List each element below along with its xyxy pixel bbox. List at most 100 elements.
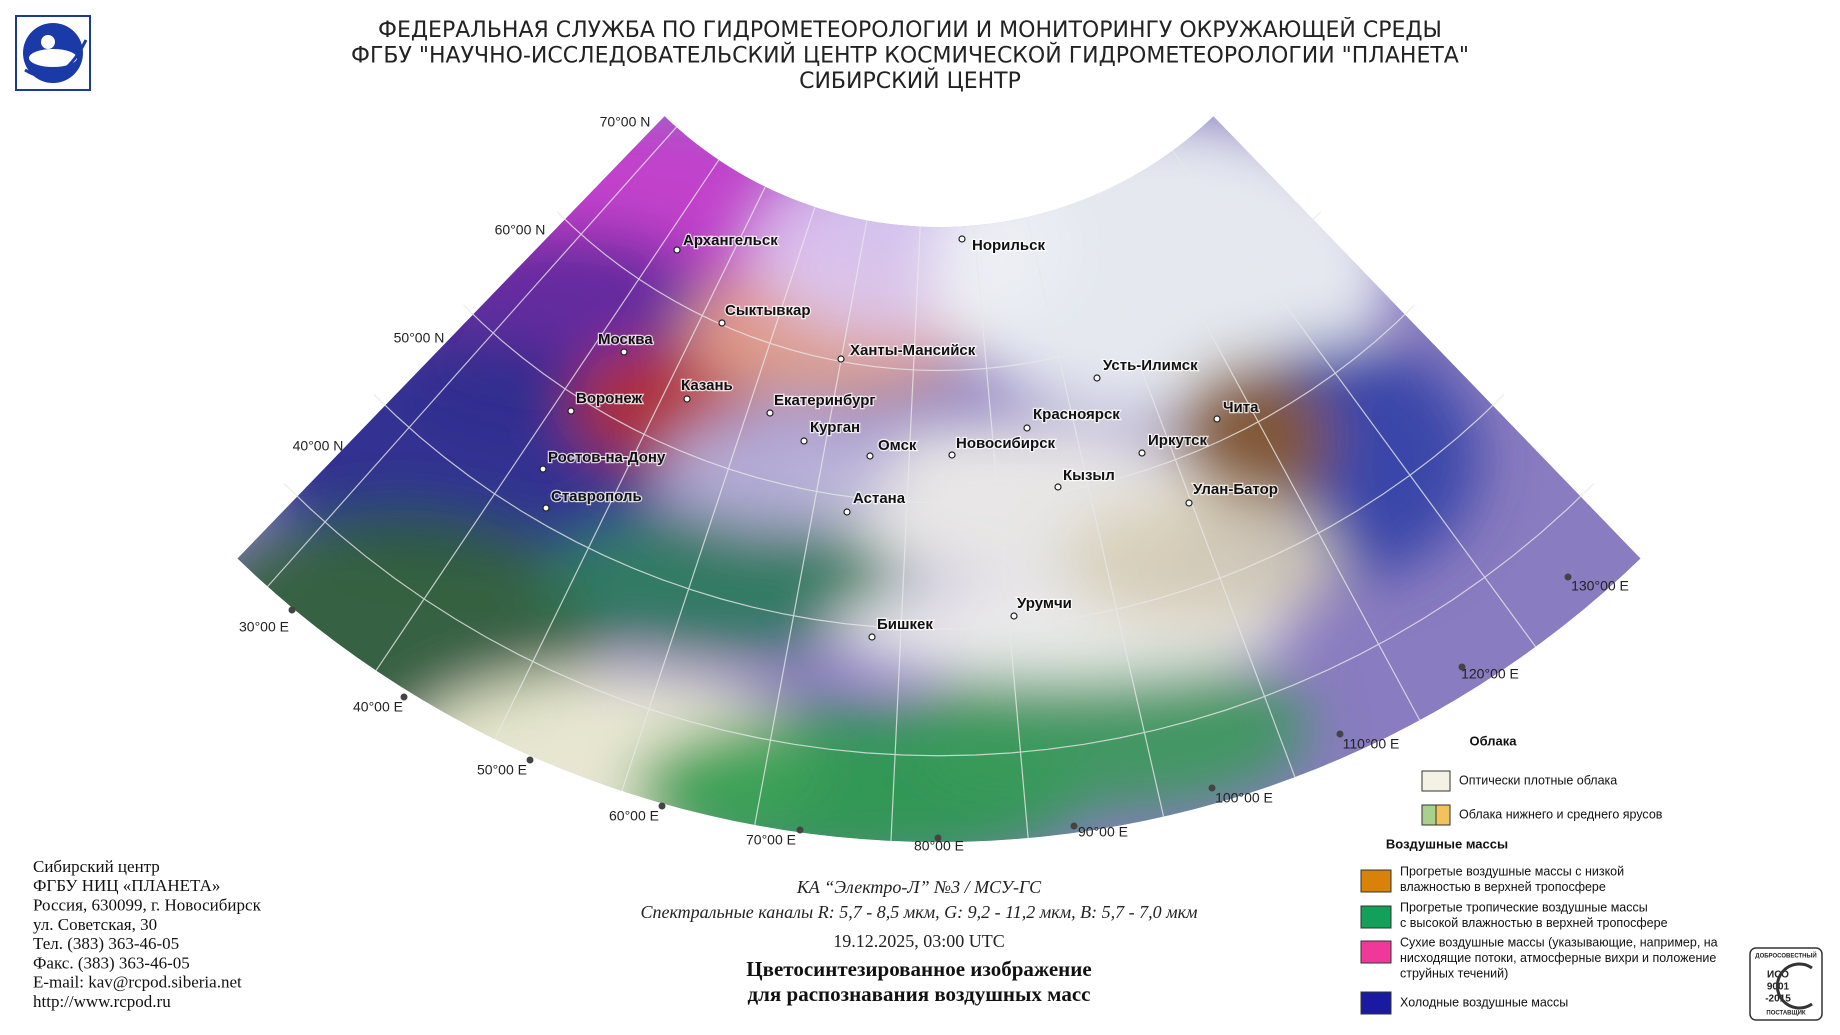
longitude-tick [1458,663,1466,671]
longitude-tick [1336,730,1344,738]
longitude-tick [1208,784,1216,792]
iso-text: ПОСТАВЩИК [1766,1011,1806,1017]
city-label: Москва [598,331,653,348]
header-line: ФГБУ "НАУЧНО-ИССЛЕДОВАТЕЛЬСКИЙ ЦЕНТР КОС… [351,43,1469,69]
longitude-tick [1070,822,1078,830]
iso-text: ИСО [1767,970,1789,981]
city-label: Сыктывкар [725,302,811,319]
longitude-label: 120°00 E [1461,666,1519,682]
longitude-label: 50°00 E [477,762,527,778]
city-marker [1054,483,1062,491]
longitude-label: 60°00 E [609,808,659,824]
city-marker [843,508,851,516]
longitude-label: 30°00 E [239,619,289,635]
legend-label: с высокой влажностью в верхней тропосфер… [1400,916,1668,930]
city-label: Омск [878,437,917,454]
longitude-tick [658,802,666,810]
legend-label: струйных течений) [1400,966,1508,980]
legend-swatch [1435,804,1451,826]
city-label: Чита [1223,399,1259,416]
longitude-tick [796,826,804,834]
caption-title: для распознавания воздушных масс [748,982,1091,1006]
longitude-label: 100°00 E [1215,790,1273,806]
city-marker [958,235,966,243]
city-marker [866,452,874,460]
iso-arc [1775,962,1813,1010]
caption-satellite: КА “Электро-Л” №3 / МСУ-ГС [796,877,1042,897]
city-marker [1010,612,1018,620]
city-label: Екатеринбург [774,392,876,409]
city-label: Кызыл [1063,467,1115,484]
city-marker [837,355,845,363]
city-label: Красноярск [1033,406,1120,423]
city-marker [567,407,575,415]
caption-channels: Спектральные каналы R: 5,7 - 8,5 мкм, G:… [640,902,1198,922]
city-label: Казань [681,377,733,394]
city-marker [800,437,808,445]
legend-label: Облака нижнего и среднего ярусов [1459,807,1663,821]
address-line: ФГБУ НИЦ «ПЛАНЕТА» [33,876,220,895]
city-label: Урумчи [1017,595,1072,612]
map [237,116,1641,843]
legend-swatch [1360,940,1392,964]
city-label: Норильск [972,237,1045,254]
city-label: Астана [853,490,906,507]
iso-text: -2015 [1765,994,1791,1005]
city-marker [539,465,547,473]
air-mass-blob [540,510,900,650]
legend-heading: Облака [1469,733,1517,748]
address-line: Сибирский центр [33,857,160,876]
legend-label: Прогретые тропичеcкие воздушные массы [1400,900,1648,914]
legend-label: Сухие воздушные массы (указывающие, напр… [1400,935,1718,949]
city-label: Новосибирск [956,435,1056,452]
longitude-tick [526,756,534,764]
meridian [621,206,816,792]
longitude-label: 90°00 E [1078,824,1128,840]
legend-label: Холодные воздушные массы [1400,995,1568,1009]
city-label: Ханты-Мансийск [850,342,976,359]
meridian [973,225,1029,839]
longitude-tick [934,834,942,842]
city-label: Воронеж [576,390,643,407]
city-marker [1023,424,1031,432]
latitude-label: 70°00 N [600,114,651,130]
header-line: СИБИРСКИЙ ЦЕНТР [799,68,1021,94]
city-marker [948,451,956,459]
longitude-label: 40°00 E [353,699,403,715]
iso-badge [1749,947,1823,1021]
meridian [1077,201,1296,778]
parallel [373,393,1505,630]
city-marker [868,633,876,641]
legend-swatch [1421,804,1437,826]
city-label: Бишкек [877,616,933,633]
longitude-tick [1564,573,1572,581]
longitude-label: 110°00 E [1343,736,1400,752]
city-marker [1093,374,1101,382]
meridian [890,226,921,841]
air-mass-blob [1060,490,1340,630]
legend-label: нисходящие потоки, атмосферные вихри и п… [1400,951,1716,965]
city-marker [1138,449,1146,457]
city-marker [683,395,691,403]
iso-text: ДОБРОСОВЕСТНЫЙ [1755,952,1816,960]
address-line: E-mail: kav@rcpod.siberia.net [33,973,242,992]
overlay: ФЕДЕРАЛЬНАЯ СЛУЖБА ПО ГИДРОМЕТЕОРОЛОГИИ … [33,17,1823,1021]
meridian [754,220,868,826]
meridian [1171,150,1537,648]
legend-swatch [1421,770,1451,792]
city-label: Ростов-на-Дону [548,449,666,466]
legend-swatch [1360,905,1392,929]
city-marker [718,319,726,327]
legend-label: влажностью в верхней тропосфере [1400,880,1606,894]
parallel [463,304,1415,504]
meridian [1026,216,1165,817]
city-label: Ставрополь [551,488,642,505]
longitude-label: 130°00 E [1571,578,1629,594]
longitude-label: 80°00 E [914,838,964,854]
latitude-label: 50°00 N [394,330,445,346]
caption-datetime: 19.12.2025, 03:00 UTC [833,931,1005,951]
address-line: Факс. (383) 363-46-05 [33,953,190,972]
header-line: ФЕДЕРАЛЬНАЯ СЛУЖБА ПО ГИДРОМЕТЕОРОЛОГИИ … [378,17,1442,43]
air-mass-blob [910,650,1310,810]
address-line: Тел. (383) 363-46-05 [33,934,179,953]
